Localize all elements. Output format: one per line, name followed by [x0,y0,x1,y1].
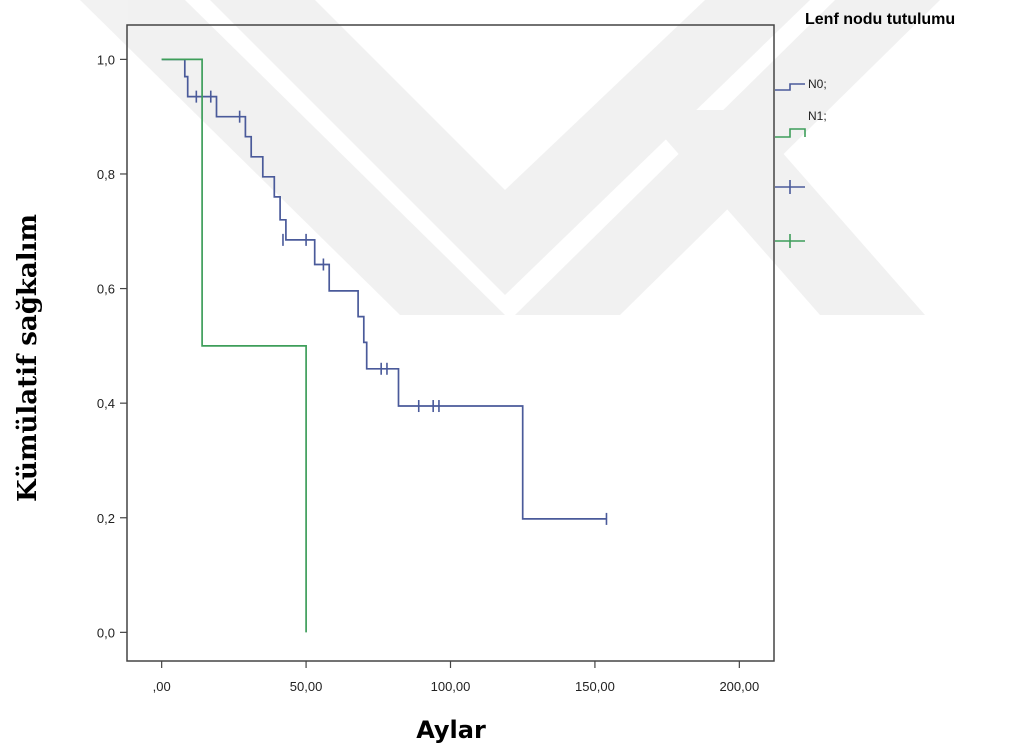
censor-marks-layer [195,90,608,525]
y-tick-label: 1,0 [97,52,115,67]
x-tick-label: 50,00 [290,679,323,694]
y-tick-label: 0,2 [97,511,115,526]
x-tick-label: 200,00 [719,679,759,694]
y-tick-label: 0,6 [97,282,115,297]
legend-swatch-n0 [775,83,805,91]
y-tick-label: 0,0 [97,625,115,640]
legend-censor-swatch-n0 [775,180,805,194]
legend-entry-n0: N0; [775,77,827,91]
series-line-n1 [161,58,307,633]
series-line-n0 [161,58,607,520]
x-tick-label: 150,00 [575,679,615,694]
x-axis-ticks: ,00 50,00 100,00 150,00 200,00 [153,661,759,694]
legend: Lenf nodu tutulumu N0; N1; [775,11,955,248]
y-axis-title: Kümülatif sağkalım [13,214,43,502]
watermark-chevrons [80,0,940,315]
legend-label-n1: N1; [808,109,827,123]
legend-censor-swatch-n1 [775,234,805,248]
legend-swatch-n1 [775,128,806,138]
x-tick-label: ,00 [153,679,171,694]
x-axis-title: Aylar [416,716,486,744]
y-axis-ticks: 0,0 0,2 0,4 0,6 0,8 1,0 [97,52,127,640]
legend-censor-n1 [775,234,805,248]
y-tick-label: 0,8 [97,167,115,182]
series-layer [161,58,607,633]
x-tick-label: 100,00 [431,679,471,694]
y-tick-label: 0,4 [97,396,115,411]
legend-censor-n0 [775,180,805,194]
legend-title: Lenf nodu tutulumu [805,11,955,28]
legend-label-n0: N0; [808,77,827,91]
legend-entry-n1: N1; [775,109,827,138]
